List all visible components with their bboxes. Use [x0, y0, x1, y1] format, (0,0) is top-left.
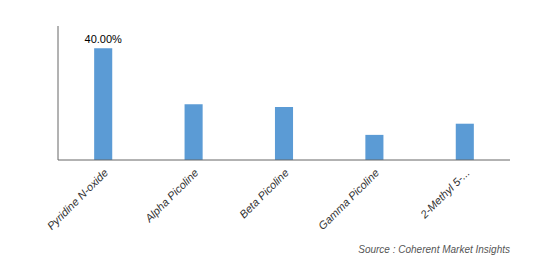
- svg-text:Pyridine N-oxide: Pyridine N-oxide: [45, 166, 111, 232]
- svg-text:2-Methyl 5-...: 2-Methyl 5-...: [417, 166, 472, 221]
- svg-text:40.00%: 40.00%: [85, 33, 123, 45]
- html-text:Source : Coherent Market Insig: Source : Coherent Market Insights: [358, 244, 510, 255]
- svg-text:Beta Picoline: Beta Picoline: [237, 166, 291, 220]
- svg-text:Alpha Picoline: Alpha Picoline: [142, 166, 200, 224]
- svg-text:Gamma Picoline: Gamma Picoline: [316, 166, 382, 232]
